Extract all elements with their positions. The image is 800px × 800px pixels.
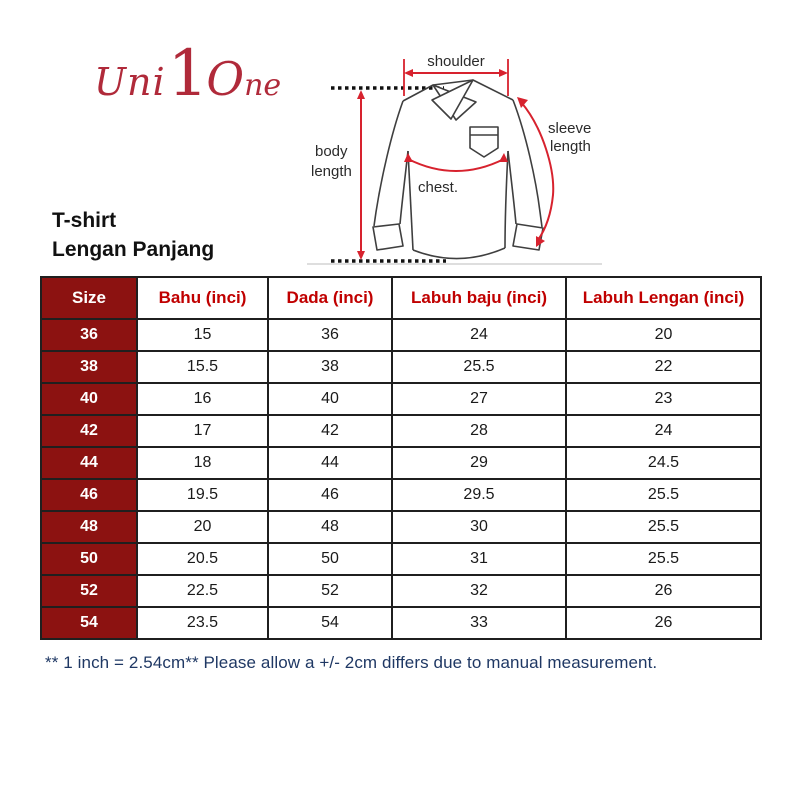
- measurement-footnote: ** 1 inch = 2.54cm** Please allow a +/- …: [45, 653, 658, 672]
- value-cell: 25.5: [391, 350, 567, 384]
- value-cell: 15: [136, 318, 269, 352]
- body-length-arrow: [357, 90, 365, 260]
- table-row: 44 18 44 29 24.5: [40, 446, 762, 480]
- header-bahu: Bahu (inci): [136, 276, 269, 320]
- size-chart-table-container: Size Bahu (inci) Dada (inci) Labuh baju …: [40, 276, 762, 640]
- size-cell: 40: [40, 382, 138, 416]
- header-dada: Dada (inci): [267, 276, 393, 320]
- table-row: 42 17 42 28 24: [40, 414, 762, 448]
- value-cell: 54: [267, 606, 393, 640]
- value-cell: 20: [565, 318, 762, 352]
- table-row: 38 15.5 38 25.5 22: [40, 350, 762, 384]
- value-cell: 23.5: [136, 606, 269, 640]
- size-cell: 46: [40, 478, 138, 512]
- size-chart-table: Size Bahu (inci) Dada (inci) Labuh baju …: [40, 276, 762, 640]
- value-cell: 16: [136, 382, 269, 416]
- value-cell: 19.5: [136, 478, 269, 512]
- shirt-outline: [372, 79, 544, 260]
- brand-logo-text-ne: ne: [244, 68, 282, 103]
- value-cell: 24: [565, 414, 762, 448]
- shoulder-label: shoulder: [427, 53, 485, 70]
- value-cell: 28: [391, 414, 567, 448]
- product-title-line2: Lengan Panjang: [52, 238, 215, 261]
- sleeve-label-line1: sleeve: [548, 120, 591, 137]
- size-cell: 48: [40, 510, 138, 544]
- table-row: 40 16 40 27 23: [40, 382, 762, 416]
- table-row: 54 23.5 54 33 26: [40, 606, 762, 640]
- value-cell: 22.5: [136, 574, 269, 608]
- value-cell: 29: [391, 446, 567, 480]
- value-cell: 44: [267, 446, 393, 480]
- sleeve-label-line2: length: [550, 138, 591, 155]
- table-row: 48 20 48 30 25.5: [40, 510, 762, 544]
- header-labuh-baju: Labuh baju (inci): [391, 276, 567, 320]
- collar: [431, 79, 477, 121]
- table-row: 46 19.5 46 29.5 25.5: [40, 478, 762, 512]
- value-cell: 36: [267, 318, 393, 352]
- table-row: 36 15 36 24 20: [40, 318, 762, 352]
- sleeve-length-arrow: [517, 97, 555, 247]
- value-cell: 52: [267, 574, 393, 608]
- value-cell: 31: [391, 542, 567, 576]
- table-row: 50 20.5 50 31 25.5: [40, 542, 762, 576]
- value-cell: 26: [565, 606, 762, 640]
- size-cell: 50: [40, 542, 138, 576]
- value-cell: 25.5: [565, 542, 762, 576]
- size-table-body: 36 15 36 24 20 38 15.5 38 25.5 22 40 16 40 27 23 42 17 42…: [40, 318, 762, 640]
- header-labuh-lengan: Labuh Lengan (inci): [565, 276, 762, 320]
- body-label-line1: body: [315, 143, 348, 160]
- brand-logo-text-uni: Uni: [94, 60, 166, 104]
- value-cell: 24: [391, 318, 567, 352]
- product-title: T-shirt Lengan Panjang: [52, 206, 214, 264]
- size-cell: 52: [40, 574, 138, 608]
- value-cell: 29.5: [391, 478, 567, 512]
- value-cell: 48: [267, 510, 393, 544]
- value-cell: 20.5: [136, 542, 269, 576]
- brand-logo-text-digit: 1: [167, 37, 209, 111]
- value-cell: 32: [391, 574, 567, 608]
- value-cell: 20: [136, 510, 269, 544]
- value-cell: 38: [267, 350, 393, 384]
- value-cell: 40: [267, 382, 393, 416]
- value-cell: 18: [136, 446, 269, 480]
- table-header-row: Size Bahu (inci) Dada (inci) Labuh baju …: [40, 276, 762, 320]
- value-cell: 25.5: [565, 510, 762, 544]
- value-cell: 22: [565, 350, 762, 384]
- value-cell: 15.5: [136, 350, 269, 384]
- size-cell: 44: [40, 446, 138, 480]
- shoulder-arrow: [403, 59, 509, 96]
- pocket: [469, 126, 499, 158]
- size-cell: 36: [40, 318, 138, 352]
- chest-label: chest.: [418, 179, 458, 196]
- value-cell: 50: [267, 542, 393, 576]
- value-cell: 26: [565, 574, 762, 608]
- value-cell: 27: [391, 382, 567, 416]
- value-cell: 25.5: [565, 478, 762, 512]
- value-cell: 24.5: [565, 446, 762, 480]
- value-cell: 17: [136, 414, 269, 448]
- value-cell: 23: [565, 382, 762, 416]
- size-cell: 42: [40, 414, 138, 448]
- size-cell: 54: [40, 606, 138, 640]
- header-size: Size: [40, 276, 138, 320]
- product-title-line1: T-shirt: [52, 209, 117, 232]
- value-cell: 42: [267, 414, 393, 448]
- brand-logo-text-o: O: [206, 52, 245, 106]
- size-cell: 38: [40, 350, 138, 384]
- value-cell: 33: [391, 606, 567, 640]
- value-cell: 30: [391, 510, 567, 544]
- chest-arrow: [404, 153, 508, 172]
- shirt-measurement-diagram: shoulder sleeve length body length chest…: [305, 40, 635, 275]
- value-cell: 46: [267, 478, 393, 512]
- body-label-line2: length: [311, 163, 352, 180]
- table-row: 52 22.5 52 32 26: [40, 574, 762, 608]
